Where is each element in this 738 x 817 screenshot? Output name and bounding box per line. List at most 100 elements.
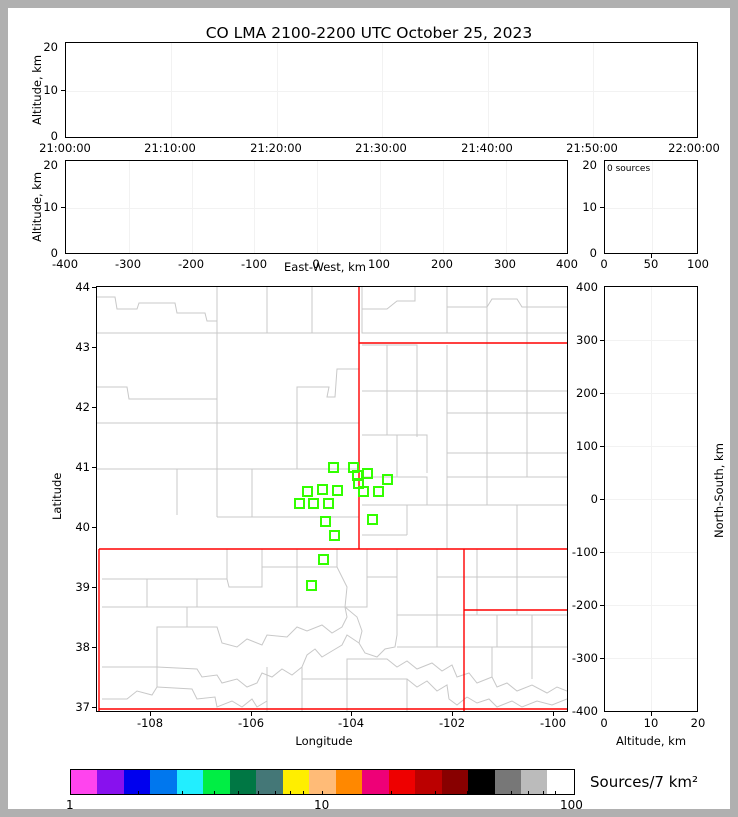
- panel-altitude-northsouth[interactable]: [604, 286, 698, 712]
- colorbar-swatch: [441, 770, 469, 794]
- ytick: [600, 499, 604, 500]
- ytick-label: 40: [75, 520, 90, 534]
- ytick: [600, 446, 604, 447]
- xtick-label: -200: [177, 257, 205, 271]
- colorbar-minor-tick: [390, 791, 392, 794]
- gridline: [652, 161, 653, 253]
- gridline: [605, 393, 697, 394]
- xtick-label: -102: [438, 716, 466, 730]
- colorbar-swatch: [335, 770, 363, 794]
- colorbar[interactable]: [70, 769, 575, 795]
- xtick-label: -300: [114, 257, 142, 271]
- gridline: [129, 161, 130, 253]
- gridline: [488, 43, 489, 137]
- colorbar-minor-tick: [434, 791, 436, 794]
- ytick-label: 0: [589, 246, 597, 260]
- xtick: [150, 712, 151, 716]
- panel-map[interactable]: [96, 286, 568, 712]
- ytick-label: -400: [571, 704, 598, 718]
- colorbar-minor-tick: [138, 791, 139, 794]
- ytick-label: 42: [75, 400, 90, 414]
- gridline: [605, 208, 697, 209]
- colorbar-swatch: [388, 770, 416, 794]
- colorbar-minor-tick: [238, 791, 240, 794]
- ytick-label: 300: [576, 333, 598, 347]
- colorbar-swatch: [97, 770, 124, 794]
- xtick-label: 22:00:00: [668, 141, 720, 155]
- ytick: [600, 552, 604, 553]
- ytick: [61, 90, 65, 91]
- colorbar-minor-tick: [527, 791, 529, 794]
- panel-eastwest-altitude[interactable]: [65, 160, 568, 254]
- xtick: [553, 712, 554, 716]
- source-markers: [294, 462, 393, 591]
- colorbar-swatch: [415, 770, 442, 794]
- ytick: [600, 207, 604, 208]
- xtick-label: 21:30:00: [355, 141, 407, 155]
- xtick-label: -106: [237, 716, 265, 730]
- xtick-label: 100: [687, 257, 709, 271]
- gridline: [66, 91, 697, 92]
- colorbar-minor-tick: [466, 791, 468, 794]
- axis-label-altitude: Altitude, km: [30, 171, 44, 242]
- xtick-label: 21:10:00: [144, 141, 196, 155]
- colorbar-minor-tick: [490, 791, 492, 794]
- colorbar-swatch: [362, 770, 389, 794]
- colorbar-minor-tick: [290, 791, 292, 794]
- xtick-label: 10: [643, 716, 659, 730]
- xtick-label: 100: [368, 257, 390, 271]
- ytick-label: 20: [582, 158, 597, 172]
- colorbar-minor-tick: [275, 791, 277, 794]
- panel-time-altitude[interactable]: [65, 42, 698, 138]
- xtick-label: -100: [539, 716, 567, 730]
- xtick: [351, 712, 352, 716]
- colorbar-swatch: [123, 770, 151, 794]
- colorbar-swatch: [547, 770, 574, 794]
- ytick-label: 0: [590, 492, 598, 506]
- ytick-label: 20: [43, 158, 58, 172]
- ytick: [92, 407, 96, 408]
- xtick-label: 21:20:00: [250, 141, 302, 155]
- gridline: [192, 161, 193, 253]
- ytick-label: 400: [576, 280, 598, 294]
- xtick-label: -104: [337, 716, 365, 730]
- colorbar-tick: [322, 791, 323, 795]
- gridline: [317, 161, 318, 253]
- ytick-label: -100: [571, 545, 598, 559]
- ytick-label: 10: [582, 200, 597, 214]
- colorbar-swatch: [256, 770, 283, 794]
- colorbar-swatch: [203, 770, 230, 794]
- figure-canvas: CO LMA 2100-2200 UTC October 25, 2023 20…: [8, 8, 730, 812]
- axis-label-altitude-bottom: Altitude, km: [615, 734, 687, 748]
- gridline: [605, 446, 697, 447]
- source-count-annotation: 0 sources: [607, 164, 651, 174]
- gridline: [605, 605, 697, 606]
- ytick-label: -300: [571, 651, 598, 665]
- ytick-label: 38: [75, 640, 90, 654]
- gridline: [443, 161, 444, 253]
- xtick-label: 0: [600, 716, 608, 730]
- ytick-label: 43: [75, 340, 90, 354]
- colorbar-swatch: [468, 770, 495, 794]
- colorbar-minor-tick: [510, 791, 512, 794]
- ytick: [92, 707, 96, 708]
- colorbar-minor-tick: [542, 791, 544, 794]
- xtick-label: 0: [312, 257, 320, 271]
- colorbar-swatch: [176, 770, 204, 794]
- panel-altitude-histogram[interactable]: 0 sources: [604, 160, 698, 254]
- colorbar-swatch: [150, 770, 177, 794]
- axis-label-longitude: Longitude: [295, 734, 353, 748]
- colorbar-tick-label: 10: [314, 798, 330, 812]
- ytick: [600, 340, 604, 341]
- axis-label-altitude: Altitude, km: [30, 54, 44, 125]
- gridline: [506, 161, 507, 253]
- xtick: [251, 712, 252, 716]
- colorbar-swatch: [229, 770, 257, 794]
- ytick-label: 200: [576, 386, 598, 400]
- ytick: [92, 467, 96, 468]
- ytick-label: 0: [50, 129, 58, 143]
- ytick: [600, 393, 604, 394]
- ytick: [92, 647, 96, 648]
- colorbar-title: Sources/7 km²: [590, 773, 699, 791]
- xtick-label: 21:50:00: [566, 141, 618, 155]
